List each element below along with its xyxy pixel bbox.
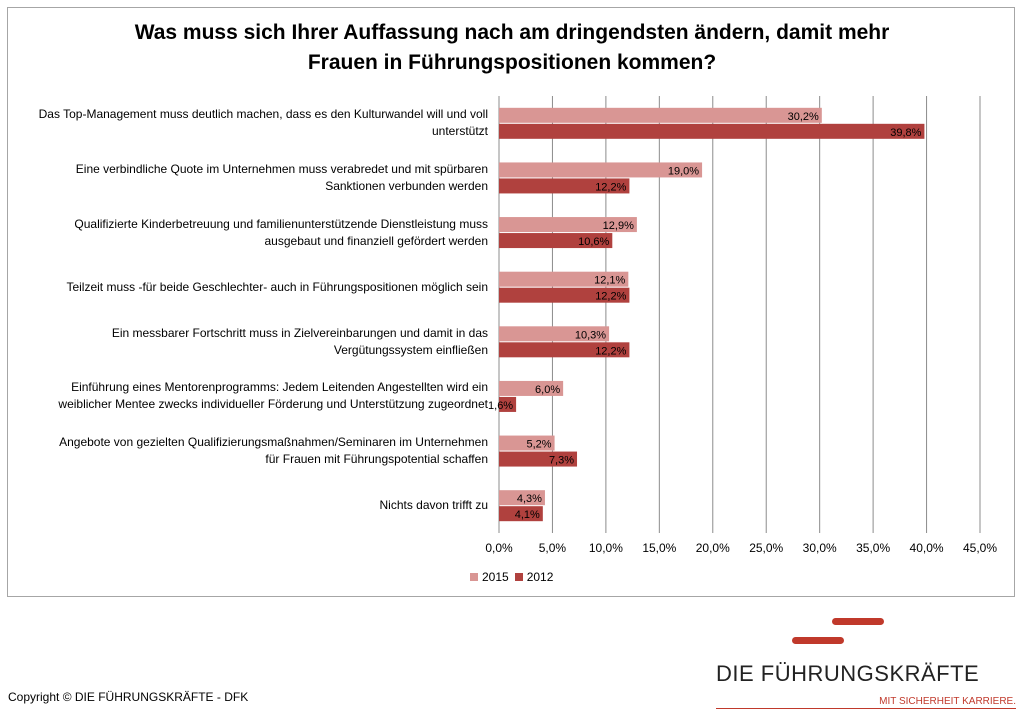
legend-label-2015: 2015 <box>482 570 509 584</box>
x-tick-label: 25,0% <box>749 541 783 555</box>
data-label-2015: 30,2% <box>788 111 819 123</box>
x-tick-label: 20,0% <box>696 541 730 555</box>
bar-chart: 0,0% 5,0% 10,0% 15,0% 20,0% 25,0% 30,0% 35,0% 40… <box>485 96 997 555</box>
legend-label-2012: 2012 <box>526 570 554 584</box>
data-label-2015: 6,0% <box>535 384 560 396</box>
data-label-2015: 12,1% <box>594 275 625 287</box>
x-tick-label: 10,0% <box>589 541 623 555</box>
bar-2012 <box>499 233 613 249</box>
x-tick-label: 5,0% <box>539 541 567 555</box>
legend-swatch-2015 <box>470 573 478 581</box>
logo-claim: MIT SICHERHEIT KARRIERE. <box>879 696 1016 707</box>
data-label-2015: 4,3% <box>517 493 542 505</box>
x-tick-label: 35,0% <box>856 541 890 555</box>
category-label-line: Ein messbarer Fortschritt muss in Zielve… <box>111 325 488 340</box>
category-label: Einführung eines Mentorenprogramms: Jede… <box>10 379 488 413</box>
category-label: Das Top-Management muss deutlich machen,… <box>10 106 488 140</box>
bar-2015 <box>499 490 545 506</box>
category-label-line: Teilzeit muss -für beide Geschlechter- a… <box>66 279 488 294</box>
bar-2015 <box>499 380 564 396</box>
data-label-2012: 4,1% <box>515 509 540 521</box>
x-tick-label: 45,0% <box>963 541 997 555</box>
chart-frame <box>7 7 1015 597</box>
category-label-line: Sanktionen verbunden werden <box>325 178 488 193</box>
x-tick-label: 40,0% <box>910 541 944 555</box>
category-label: Nichts davon trifft zu <box>10 497 489 514</box>
category-label: Eine verbindliche Quote im Unternehmen m… <box>10 161 488 195</box>
data-label-2012: 1,6% <box>488 400 513 412</box>
logo-underline <box>716 708 1016 709</box>
category-label: Ein messbarer Fortschritt muss in Zielve… <box>10 325 488 359</box>
x-tick-label: 15,0% <box>642 541 676 555</box>
category-label: Qualifizierte Kinderbetreuung und famili… <box>10 216 488 250</box>
data-label-2012: 39,8% <box>890 127 921 139</box>
data-label-2015: 12,9% <box>603 220 634 232</box>
bar-2012 <box>499 123 925 139</box>
bar-2012 <box>499 506 543 522</box>
legend-item-2012: 2012 <box>514 570 554 584</box>
chart-title-line-1: Was muss sich Ihrer Auffassung nach am d… <box>134 21 890 44</box>
category-label-line: Nichts davon trifft zu <box>379 498 489 513</box>
logo-name: DIE FÜHRUNGSKRÄFTE <box>716 661 980 686</box>
data-label-2015: 19,0% <box>668 165 699 177</box>
x-tick-label: 0,0% <box>485 541 513 555</box>
category-label: Angebote von gezielten Qualifizierungsma… <box>10 434 488 468</box>
category-label-line: Eine verbindliche Quote im Unternehmen m… <box>75 161 488 176</box>
category-label-line: weiblicher Mentee zwecks individueller F… <box>58 397 488 412</box>
category-label-line: für Frauen mit Führungspotential schaffe… <box>265 452 488 467</box>
data-label-2015: 10,3% <box>575 329 606 341</box>
legend-item-2015: 2015 <box>470 570 509 584</box>
logo-mark-top <box>832 618 884 625</box>
bar-2015 <box>499 326 610 342</box>
bar-2015 <box>499 271 629 287</box>
data-label-2012: 10,6% <box>578 236 609 248</box>
chart-title: Was muss sich Ihrer Auffassung nach am d… <box>0 18 1024 78</box>
bar-2012 <box>499 178 630 194</box>
category-label-line: ausgebaut und finanziell gefördert werde… <box>264 233 489 248</box>
bar-2015 <box>499 217 637 233</box>
bar-2012 <box>499 451 578 467</box>
bar-2015 <box>499 435 555 451</box>
x-tick-label: 30,0% <box>803 541 837 555</box>
bar-2012 <box>499 342 630 358</box>
bar-2012 <box>499 287 630 303</box>
data-label-2012: 12,2% <box>595 345 626 357</box>
category-label-line: Das Top-Management muss deutlich machen,… <box>38 107 488 122</box>
company-logo: DIE FÜHRUNGSKRÄFTE MIT SICHERHEIT KARRIE… <box>712 610 1020 715</box>
data-label-2012: 12,2% <box>595 181 626 193</box>
bar-2012 <box>499 396 517 412</box>
category-label-line: Vergütungssystem einfließen <box>333 342 488 357</box>
category-label: Teilzeit muss -für beide Geschlechter- a… <box>10 279 488 296</box>
category-label-line: Qualifizierte Kinderbetreuung und famili… <box>74 216 488 231</box>
category-label-line: Einführung eines Mentorenprogramms: Jede… <box>71 380 488 395</box>
legend: 2015 2012 <box>470 570 553 584</box>
data-label-2015: 5,2% <box>527 439 552 451</box>
logo-mark-bottom <box>792 637 844 644</box>
category-label-line: Angebote von gezielten Qualifizierungsma… <box>59 435 488 450</box>
legend-swatch-2012 <box>514 573 523 581</box>
category-label-line: unterstützt <box>431 124 488 139</box>
copyright-text: Copyright © DIE FÜHRUNGSKRÄFTE - DFK <box>8 690 249 704</box>
data-label-2012: 12,2% <box>595 291 626 303</box>
data-label-2012: 7,3% <box>549 455 574 467</box>
chart-title-line-2: Frauen in Führungspositionen kommen? <box>307 51 717 74</box>
bar-2015 <box>499 107 822 123</box>
bar-2015 <box>499 162 703 178</box>
